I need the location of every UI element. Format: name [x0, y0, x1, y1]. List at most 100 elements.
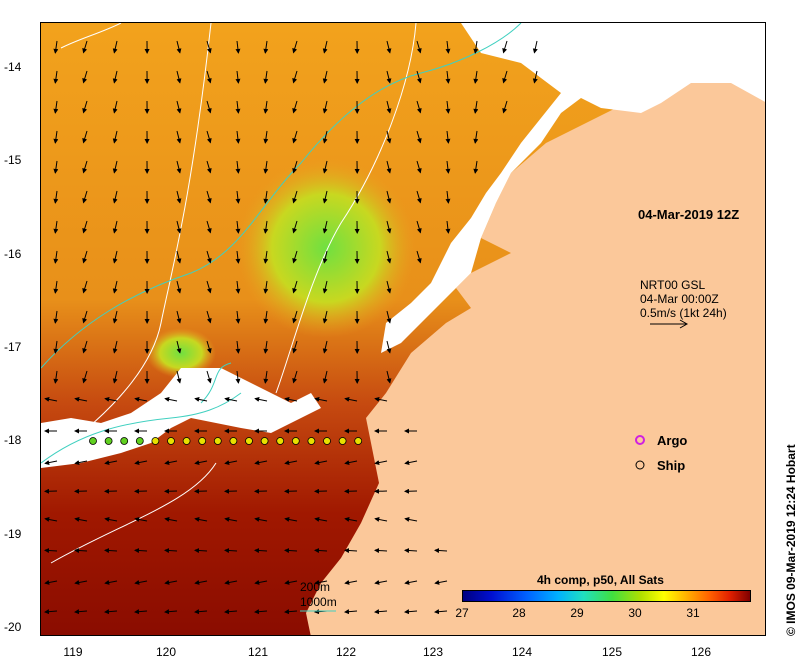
current-vector — [263, 40, 269, 54]
current-vector — [404, 548, 418, 554]
current-vector — [206, 280, 212, 294]
current-vector — [194, 548, 208, 554]
current-vector — [473, 130, 479, 144]
current-vector — [322, 100, 328, 114]
current-vector — [473, 160, 479, 174]
current-vector — [314, 580, 328, 585]
current-vector — [176, 220, 182, 234]
current-vector — [176, 130, 182, 144]
current-vector — [112, 40, 118, 54]
current-vector — [206, 70, 212, 84]
ship-track — [89, 437, 363, 445]
current-vector — [263, 220, 269, 234]
current-vector — [206, 250, 212, 264]
current-vector — [235, 280, 241, 294]
current-vector — [82, 130, 88, 144]
current-vector — [445, 40, 451, 54]
current-vector — [445, 190, 451, 204]
current-vector — [206, 130, 212, 144]
ship-position-marker — [198, 437, 207, 445]
ship-position-marker — [167, 437, 175, 445]
land-mass — [306, 23, 765, 635]
current-vector — [386, 160, 392, 174]
current-vector — [322, 250, 328, 264]
current-vector — [104, 548, 118, 554]
current-vector — [53, 70, 59, 84]
current-vector — [254, 396, 268, 402]
current-vector — [235, 220, 241, 234]
current-vector — [292, 130, 298, 144]
current-vector — [82, 160, 88, 174]
current-vector — [404, 460, 418, 466]
current-vector — [322, 370, 328, 384]
current-vector — [263, 130, 269, 144]
current-vector — [44, 517, 58, 522]
current-vector — [322, 70, 328, 84]
current-vector — [112, 280, 118, 294]
current-vector — [404, 517, 418, 522]
current-vector — [44, 548, 58, 554]
current-vector — [386, 40, 392, 54]
current-vector — [176, 40, 182, 54]
current-vector — [164, 580, 178, 585]
current-vector — [386, 190, 392, 204]
x-tick: 120 — [155, 645, 177, 659]
current-vector — [263, 160, 269, 174]
current-vector — [374, 517, 388, 522]
current-vector — [53, 310, 59, 324]
current-vector — [206, 160, 212, 174]
current-vector — [112, 130, 118, 144]
current-vector — [445, 130, 451, 144]
current-vector — [292, 160, 298, 174]
current-vector — [434, 580, 448, 585]
current-vector — [344, 396, 358, 402]
current-vector — [44, 609, 58, 615]
current-vector — [53, 370, 59, 384]
legend-ship: Ship — [657, 458, 686, 473]
current-vector — [386, 220, 392, 234]
current-vector — [254, 548, 268, 554]
x-tick: 126 — [690, 645, 712, 659]
credit-text: © IMOS 09-Mar-2019 12:24 Hobart — [784, 444, 798, 636]
current-vector — [82, 220, 88, 234]
x-tick: 122 — [335, 645, 357, 659]
current-vector — [112, 70, 118, 84]
argo-marker-icon — [635, 435, 645, 445]
current-vector — [176, 310, 182, 324]
current-vector — [344, 460, 358, 466]
current-vector — [53, 40, 59, 54]
map-panel[interactable] — [40, 22, 766, 636]
current-vector — [344, 580, 358, 585]
current-vector — [445, 70, 451, 84]
current-vector — [176, 100, 182, 114]
current-vector — [445, 160, 451, 174]
current-vector — [416, 40, 422, 54]
ship-position-marker — [276, 437, 285, 445]
current-vector — [164, 517, 178, 522]
current-vector — [386, 280, 392, 294]
cool-patch — [236, 158, 416, 338]
current-vector — [235, 340, 241, 354]
current-vector — [224, 580, 238, 585]
current-vector — [374, 396, 388, 402]
current-vector — [74, 460, 88, 466]
current-vector — [404, 609, 418, 615]
current-vector — [112, 190, 118, 204]
current-vector — [224, 609, 238, 615]
current-vector — [314, 396, 328, 402]
ship-position-marker — [182, 437, 191, 445]
current-vector — [206, 100, 212, 114]
x-tick: 123 — [422, 645, 444, 659]
y-tick: -14 — [4, 60, 22, 74]
current-vector — [53, 160, 59, 174]
current-vector — [445, 220, 451, 234]
current-vector — [254, 517, 268, 522]
current-vector — [112, 370, 118, 384]
y-tick: -17 — [4, 340, 22, 354]
current-vector — [112, 100, 118, 114]
ship-position-marker — [104, 437, 113, 445]
current-vector — [532, 40, 538, 54]
current-vector — [74, 609, 88, 615]
contour-200m-label: 200m — [300, 580, 331, 594]
current-vector — [284, 580, 298, 585]
